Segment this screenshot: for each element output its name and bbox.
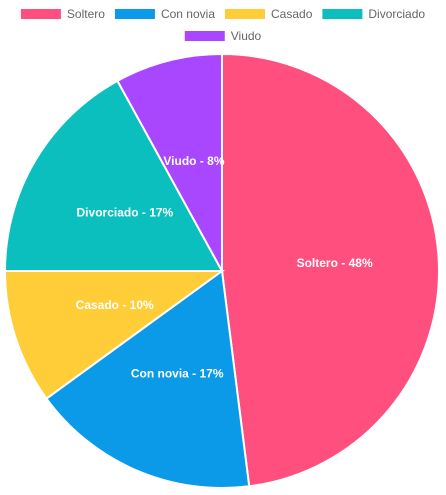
data-label: Viudo - 8% xyxy=(163,154,224,168)
legend-swatch xyxy=(114,9,155,19)
legend-label: Casado xyxy=(271,7,313,21)
legend-label: Divorciado xyxy=(368,7,425,21)
legend-swatch xyxy=(225,9,265,19)
legend-label: Con novia xyxy=(161,7,215,21)
data-label: Soltero - 48% xyxy=(297,256,373,270)
legend-swatch xyxy=(322,9,363,19)
pie-slice xyxy=(45,269,251,489)
legend-swatch xyxy=(184,31,225,41)
data-label: Divorciado - 17% xyxy=(77,206,174,220)
pie-slice xyxy=(3,79,224,272)
pie-slice xyxy=(116,52,223,272)
legend-swatch xyxy=(20,9,61,19)
legend-item: Viudo xyxy=(184,29,262,43)
legend-item: Con novia xyxy=(114,7,215,21)
data-label: Casado - 10% xyxy=(76,298,154,312)
data-label: Con novia - 17% xyxy=(131,367,224,381)
legend-label: Soltero xyxy=(67,7,105,21)
legend-item: Divorciado xyxy=(322,7,425,21)
legend-item: Soltero xyxy=(20,7,105,21)
pie-slice xyxy=(3,270,226,400)
pie-slice xyxy=(221,52,440,488)
legend-item: Casado xyxy=(225,7,313,21)
legend-label: Viudo xyxy=(231,29,262,43)
